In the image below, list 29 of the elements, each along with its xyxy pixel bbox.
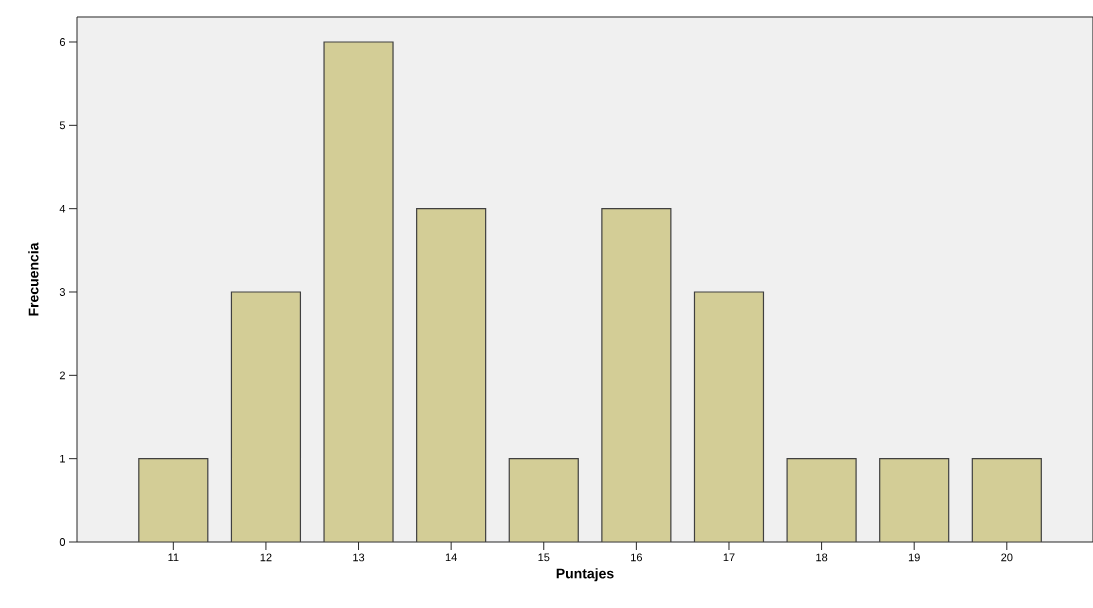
x-axis-title: Puntajes [556,568,614,582]
bar [138,458,208,542]
y-tick-label: 1 [60,454,65,463]
bar [324,42,394,542]
x-tick-label: 13 [353,553,365,562]
bar [787,458,857,542]
x-tick-label: 14 [445,553,457,562]
x-tick-label: 18 [816,553,828,562]
bar [509,458,579,542]
y-tick-label: 5 [59,121,66,130]
bar [694,292,764,542]
bar [601,208,671,542]
x-tick-label: 17 [723,553,735,562]
bar [879,458,949,542]
x-tick-label: 16 [631,553,643,562]
bar [416,208,486,542]
y-tick-label: 3 [59,288,65,296]
y-tick-label: 0 [59,538,66,546]
x-tick-label: 15 [538,553,550,562]
bar [971,458,1042,542]
bar [231,292,301,542]
y-tick-label: 4 [59,204,66,213]
x-tick-label: 12 [260,553,272,562]
x-tick-label: 20 [1001,553,1013,562]
y-tick-label: 2 [59,371,65,380]
x-tick-label: 11 [168,553,179,562]
y-tick-label: 6 [59,38,65,46]
y-axis-title: Frecuencia [28,242,39,316]
x-tick-label: 19 [908,553,920,562]
